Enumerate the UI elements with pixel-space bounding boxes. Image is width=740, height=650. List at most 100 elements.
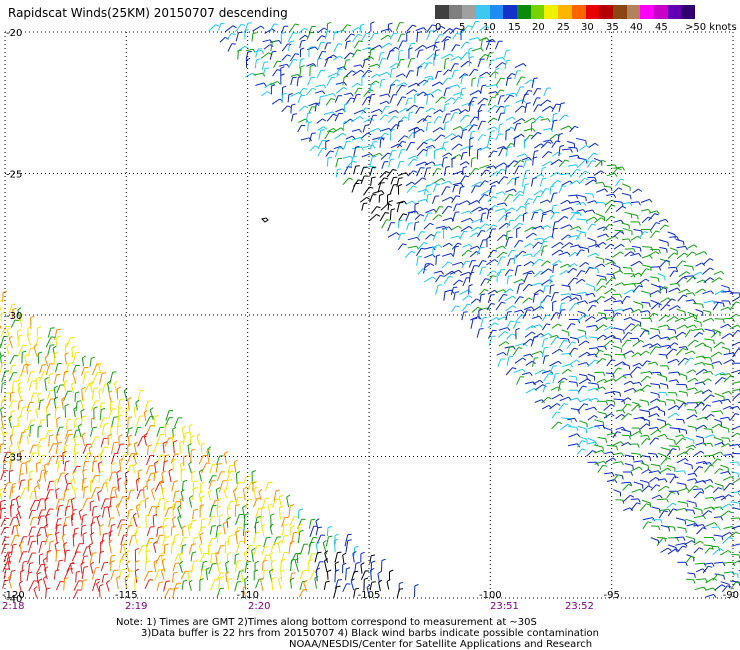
wind-barb bbox=[149, 409, 154, 420]
wind-barb bbox=[306, 32, 311, 40]
wind-barb bbox=[561, 148, 571, 151]
wind-barb-flag bbox=[674, 329, 677, 334]
wind-barb bbox=[495, 133, 500, 141]
wind-barb-flag bbox=[694, 339, 699, 343]
wind-barb bbox=[361, 107, 366, 115]
wind-barb-flag bbox=[328, 535, 333, 538]
wind-barb-flag bbox=[300, 58, 305, 61]
wind-barb bbox=[36, 536, 39, 545]
wind-barb-flag bbox=[117, 425, 122, 428]
wind-barb-flag bbox=[35, 407, 40, 411]
wind-barb bbox=[595, 181, 603, 184]
wind-barb-flag bbox=[237, 581, 242, 583]
wind-barb bbox=[100, 498, 106, 510]
wind-barb bbox=[378, 58, 383, 69]
wind-barb-flag bbox=[458, 279, 463, 283]
wind-barb bbox=[731, 432, 738, 438]
wind-barb bbox=[642, 246, 652, 248]
wind-barb-flag bbox=[531, 121, 536, 124]
wind-barb bbox=[267, 505, 271, 517]
wind-barb bbox=[243, 553, 248, 563]
wind-barb bbox=[505, 143, 511, 150]
wind-barb-flag bbox=[620, 243, 625, 248]
wind-barb-flag bbox=[708, 510, 713, 513]
wind-barb bbox=[353, 547, 356, 556]
wind-barb-flag bbox=[655, 251, 660, 255]
wind-barb bbox=[513, 160, 521, 168]
wind-barb-flag bbox=[691, 251, 696, 255]
wind-barb-flag bbox=[511, 249, 516, 252]
wind-barb bbox=[714, 495, 724, 499]
wind-barb-flag bbox=[735, 581, 740, 584]
wind-barb-flag bbox=[729, 333, 734, 337]
wind-barb-flag bbox=[1, 507, 6, 510]
wind-barb-flag bbox=[110, 560, 116, 563]
wind-barb-flag bbox=[596, 244, 600, 248]
wind-barb bbox=[435, 225, 445, 229]
wind-barb bbox=[540, 225, 548, 229]
wind-barb-flag bbox=[460, 29, 465, 32]
wind-barb-flag bbox=[648, 302, 651, 308]
wind-barb-flag bbox=[110, 517, 115, 519]
wind-barb bbox=[621, 222, 630, 226]
wind-barb bbox=[702, 370, 711, 374]
wind-barb bbox=[126, 453, 132, 465]
wind-barb-flag bbox=[684, 357, 689, 361]
wind-barb bbox=[551, 393, 561, 400]
wind-barb-flag bbox=[639, 454, 642, 459]
wind-barb bbox=[244, 499, 249, 510]
wind-barb-flag bbox=[604, 346, 607, 351]
wind-barb bbox=[342, 122, 345, 132]
wind-barb-flag bbox=[556, 336, 561, 339]
wind-barb bbox=[179, 537, 184, 547]
wind-barb bbox=[82, 444, 88, 454]
wind-barb-flag bbox=[161, 470, 166, 474]
wind-barb bbox=[540, 118, 548, 121]
wind-barb-flag bbox=[575, 212, 580, 215]
wind-barb bbox=[17, 309, 21, 321]
wind-barb-flag bbox=[262, 559, 268, 562]
wind-barb bbox=[658, 218, 666, 223]
wind-barb bbox=[318, 96, 321, 106]
wind-barb-flag bbox=[33, 343, 38, 347]
wind-barb bbox=[674, 317, 683, 322]
wind-barb bbox=[34, 487, 37, 499]
wind-barb bbox=[353, 147, 357, 157]
wind-barb bbox=[633, 388, 642, 393]
wind-barb-flag bbox=[532, 177, 537, 179]
wind-barb bbox=[469, 232, 477, 238]
wind-barb-flag bbox=[430, 93, 434, 98]
wind-barb-flag bbox=[355, 562, 360, 564]
wind-barb bbox=[478, 194, 485, 202]
wind-barb bbox=[641, 438, 647, 445]
wind-barb bbox=[649, 437, 656, 445]
wind-barb-flag bbox=[605, 438, 608, 443]
wind-barb-flag bbox=[437, 88, 442, 92]
wind-barb bbox=[237, 571, 241, 581]
wind-barb bbox=[336, 69, 340, 77]
wind-barb-flag bbox=[616, 431, 621, 434]
wind-barb bbox=[622, 350, 632, 356]
wind-barb bbox=[677, 294, 684, 302]
wind-barb-flag bbox=[154, 414, 159, 418]
wind-barb bbox=[363, 186, 370, 196]
wind-barb bbox=[126, 428, 130, 438]
wind-barb-flag bbox=[676, 405, 680, 409]
wind-barb bbox=[684, 540, 693, 546]
wind-barb-flag bbox=[387, 34, 392, 38]
wind-barb bbox=[462, 295, 469, 301]
wind-barb-flag bbox=[372, 155, 377, 158]
wind-barb-flag bbox=[346, 59, 351, 61]
wind-barb bbox=[579, 144, 587, 151]
wind-barb bbox=[605, 457, 614, 463]
wind-barb bbox=[648, 406, 658, 411]
wind-barb-flag bbox=[308, 121, 313, 124]
wind-barb bbox=[156, 434, 161, 445]
wind-barb bbox=[641, 360, 648, 367]
wind-barb bbox=[56, 427, 60, 436]
wind-barb-flag bbox=[303, 579, 308, 584]
wind-barb bbox=[534, 399, 542, 403]
wind-barb bbox=[161, 518, 166, 529]
wind-barb bbox=[723, 561, 734, 564]
wind-barb bbox=[479, 146, 488, 151]
